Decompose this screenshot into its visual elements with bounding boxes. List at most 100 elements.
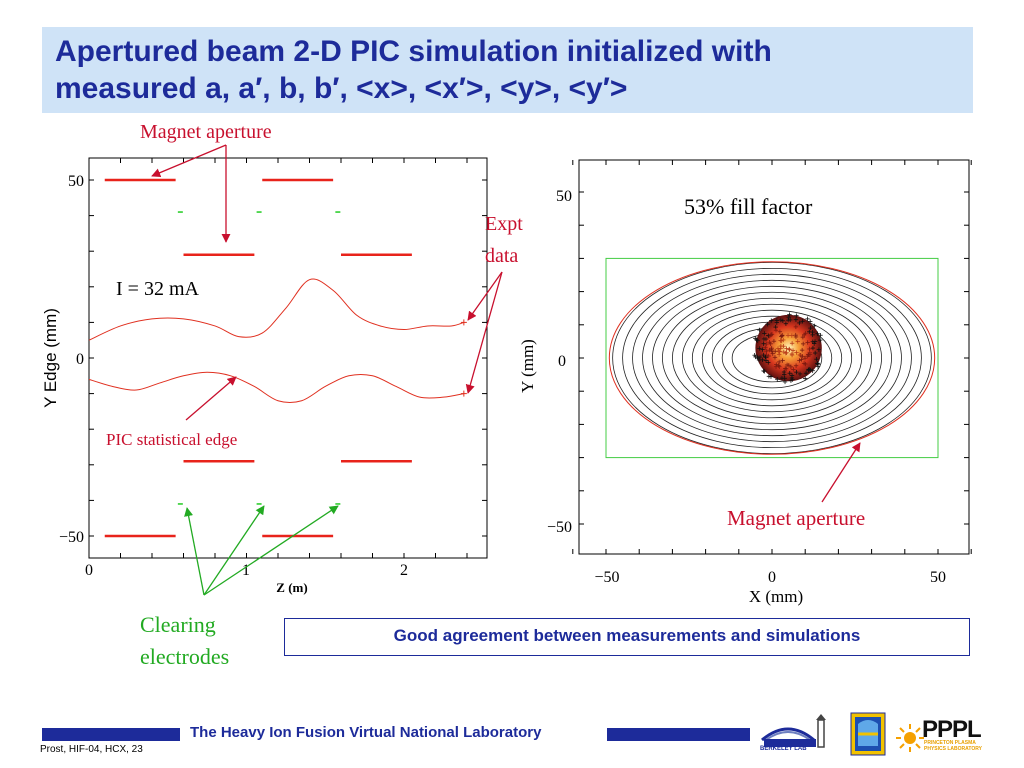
beam-particle — [770, 351, 775, 356]
beam-particle — [789, 341, 795, 346]
expt-arrow-1 — [467, 271, 503, 321]
beam-particle — [793, 332, 798, 338]
right-x-tick-0: 0 — [768, 569, 776, 586]
beam-particle — [784, 346, 789, 351]
beam-particle — [812, 323, 817, 329]
beam-particle — [762, 369, 767, 374]
left-y-tick-minus50: −50 — [59, 529, 84, 546]
beam-particle — [780, 358, 785, 363]
contour-ellipse — [701, 315, 843, 401]
beam-particle — [773, 364, 779, 369]
clearing-arrow-1 — [184, 507, 205, 596]
left-y-tick-0: 0 — [76, 351, 84, 368]
berkeley-lab-label: BERKELEY LAB — [760, 746, 807, 752]
beam-particle — [768, 341, 773, 347]
beam-particle — [782, 379, 788, 385]
pic-edge-label: PIC statistical edge — [106, 430, 237, 449]
beam-particle — [808, 325, 813, 331]
beam-particle — [801, 361, 807, 366]
beam-particle — [760, 357, 765, 362]
beam-particle — [781, 337, 786, 343]
beam-particle — [812, 339, 818, 344]
left-x-tick-0: 0 — [85, 562, 93, 579]
right-x-tick-50: 50 — [930, 569, 946, 586]
left-x-label: Z (m) — [276, 580, 307, 595]
beam-particle — [761, 341, 766, 346]
beam-particle — [766, 333, 771, 339]
footer-bar-right — [607, 728, 750, 741]
beam-particle — [761, 368, 766, 374]
title-banner — [42, 27, 973, 113]
beam-particle — [818, 337, 823, 343]
beam-particle — [791, 367, 796, 372]
beam-particle — [787, 370, 792, 376]
beam-particle — [797, 358, 802, 363]
beam-particle — [785, 317, 791, 323]
beam-particle — [765, 322, 770, 327]
beam-particle — [794, 313, 799, 318]
expt-arrow-2 — [465, 271, 503, 394]
right-beam-particles — [752, 312, 823, 385]
beam-particle — [807, 319, 813, 324]
beam-particle — [805, 316, 810, 322]
left-edge-traces — [88, 278, 465, 403]
beam-particle — [795, 339, 800, 344]
beam-particle — [794, 350, 799, 355]
right-plot-minor-ticks — [572, 160, 972, 554]
beam-particle — [780, 318, 786, 323]
upper-edge-trace — [88, 278, 465, 341]
footer-bar-left — [42, 728, 180, 741]
beam-particle — [769, 318, 774, 323]
beam-particle — [757, 354, 763, 360]
beam-particle — [757, 327, 762, 333]
beam-particle — [793, 317, 799, 322]
beam-particle — [797, 352, 802, 358]
expt-label-line2: data — [485, 245, 518, 267]
contour-ellipse — [642, 279, 902, 437]
beam-particle — [769, 332, 775, 337]
beam-particle — [806, 367, 811, 372]
expt-data-point — [460, 319, 467, 326]
expt-data-point — [460, 390, 467, 397]
magnet-aperture-arrow-1 — [151, 144, 227, 178]
left-y-tick-50: 50 — [68, 173, 84, 190]
footer-lab-name: The Heavy Ion Fusion Virtual National La… — [190, 724, 542, 741]
left-clearing-electrodes — [177, 211, 341, 505]
beam-particle — [814, 356, 819, 362]
current-label: I = 32 mA — [116, 278, 199, 300]
magnet-aperture-label-left: Magnet aperture — [140, 121, 272, 143]
clearing-arrow-2 — [203, 505, 265, 596]
beam-particle — [783, 321, 789, 326]
beam-particle — [815, 331, 820, 336]
conclusion-box — [284, 618, 970, 656]
beam-particle — [790, 348, 796, 353]
beam-particle — [818, 333, 823, 338]
beam-particle — [785, 333, 791, 338]
right-x-tick-minus50: −50 — [594, 569, 619, 586]
beam-particle — [807, 329, 812, 335]
beam-particle — [816, 347, 822, 352]
beam-particle — [766, 360, 771, 365]
beam-particle — [793, 324, 799, 330]
beam-particle — [760, 347, 765, 352]
beam-particle — [815, 364, 821, 369]
beam-particle — [773, 328, 779, 333]
beam-particle — [789, 373, 795, 378]
beam-particle — [757, 346, 762, 351]
beam-particle — [782, 372, 787, 377]
beam-particle — [803, 371, 809, 376]
beam-particle — [777, 329, 783, 334]
beam-particle — [799, 357, 804, 362]
slide-title: Apertured beam 2-D PIC simulation initia… — [55, 33, 965, 107]
contour-ellipse — [672, 297, 873, 419]
beam-particle — [794, 369, 799, 375]
pppl-sun-icon — [896, 724, 924, 752]
beam-particle — [775, 377, 780, 382]
fill-factor-label: 53% fill factor — [684, 194, 813, 219]
beam-particle — [807, 346, 812, 352]
left-y-label: Y Edge (mm) — [41, 308, 60, 408]
clearing-label-line1: Clearing — [140, 612, 216, 637]
beam-particle — [776, 359, 782, 365]
beam-particle — [797, 371, 803, 377]
beam-particle — [766, 353, 771, 359]
